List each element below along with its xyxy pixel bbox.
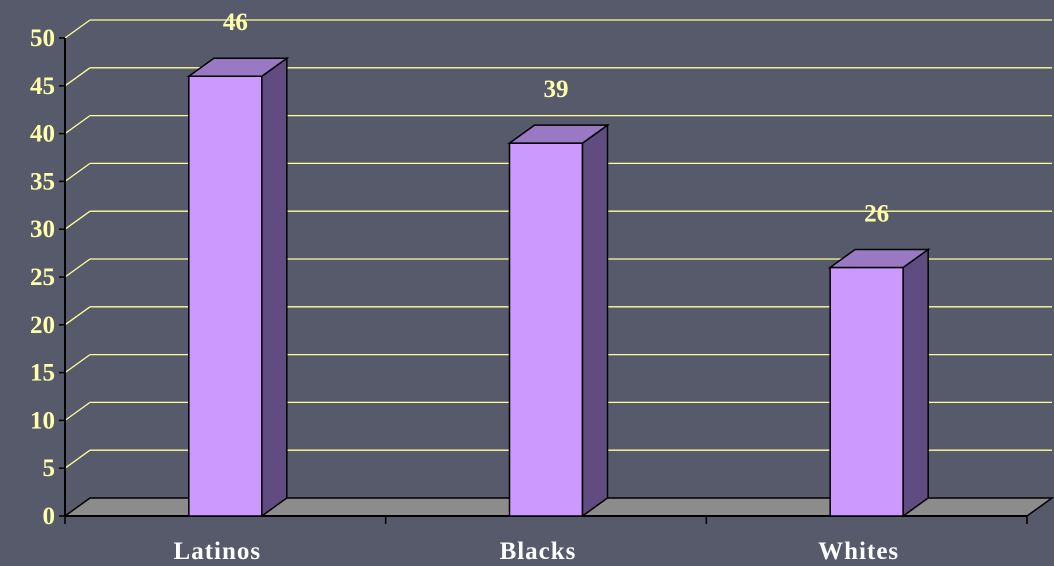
data-label-latinos: 46 bbox=[223, 9, 248, 36]
gridline-depth bbox=[64, 306, 91, 326]
gridline-depth bbox=[64, 401, 91, 421]
bar-latinos bbox=[188, 75, 263, 517]
y-tick-label: 5 bbox=[43, 455, 56, 482]
bar-top-latinos bbox=[186, 57, 290, 77]
bar-top-blacks bbox=[507, 124, 610, 144]
y-tick-label: 50 bbox=[30, 25, 55, 52]
bars bbox=[186, 56, 931, 518]
gridline-depth bbox=[64, 115, 91, 135]
bar-blacks bbox=[508, 142, 584, 517]
gridline-depth bbox=[64, 210, 91, 230]
y-tick-label: 0 bbox=[43, 503, 56, 530]
gridline-depth bbox=[64, 19, 91, 39]
bar-top-whites bbox=[827, 248, 931, 269]
gridline-depth bbox=[64, 258, 91, 278]
gridline-depth bbox=[64, 354, 91, 374]
y-tick-label: 25 bbox=[30, 264, 55, 291]
y-tick-label: 10 bbox=[30, 407, 55, 434]
category-label-latinos: Latinos bbox=[174, 538, 262, 565]
bar-side-whites bbox=[902, 247, 929, 518]
category-label-whites: Whites bbox=[818, 538, 899, 565]
category-label-blacks: Blacks bbox=[500, 538, 577, 565]
data-label-whites: 26 bbox=[864, 200, 889, 227]
gridline-depth bbox=[64, 67, 91, 87]
y-tick-label: 40 bbox=[30, 121, 55, 148]
y-tick-label: 20 bbox=[30, 312, 55, 339]
bar-whites bbox=[829, 266, 904, 517]
bar-side-latinos bbox=[261, 56, 288, 518]
y-tick-label: 45 bbox=[30, 73, 55, 100]
gridline-depth bbox=[64, 449, 91, 469]
y-tick-label: 35 bbox=[30, 168, 55, 195]
data-label-blacks: 39 bbox=[544, 76, 569, 103]
y-tick-label: 30 bbox=[30, 216, 55, 243]
labels: 0 5 10 15 20 25 30 35 40 45 50 46 Latinos 39 Blacks 26 W… bbox=[30, 9, 899, 565]
y-tick-label: 15 bbox=[30, 360, 55, 387]
bar-side-blacks bbox=[581, 123, 609, 518]
gridline-depth bbox=[64, 162, 91, 182]
